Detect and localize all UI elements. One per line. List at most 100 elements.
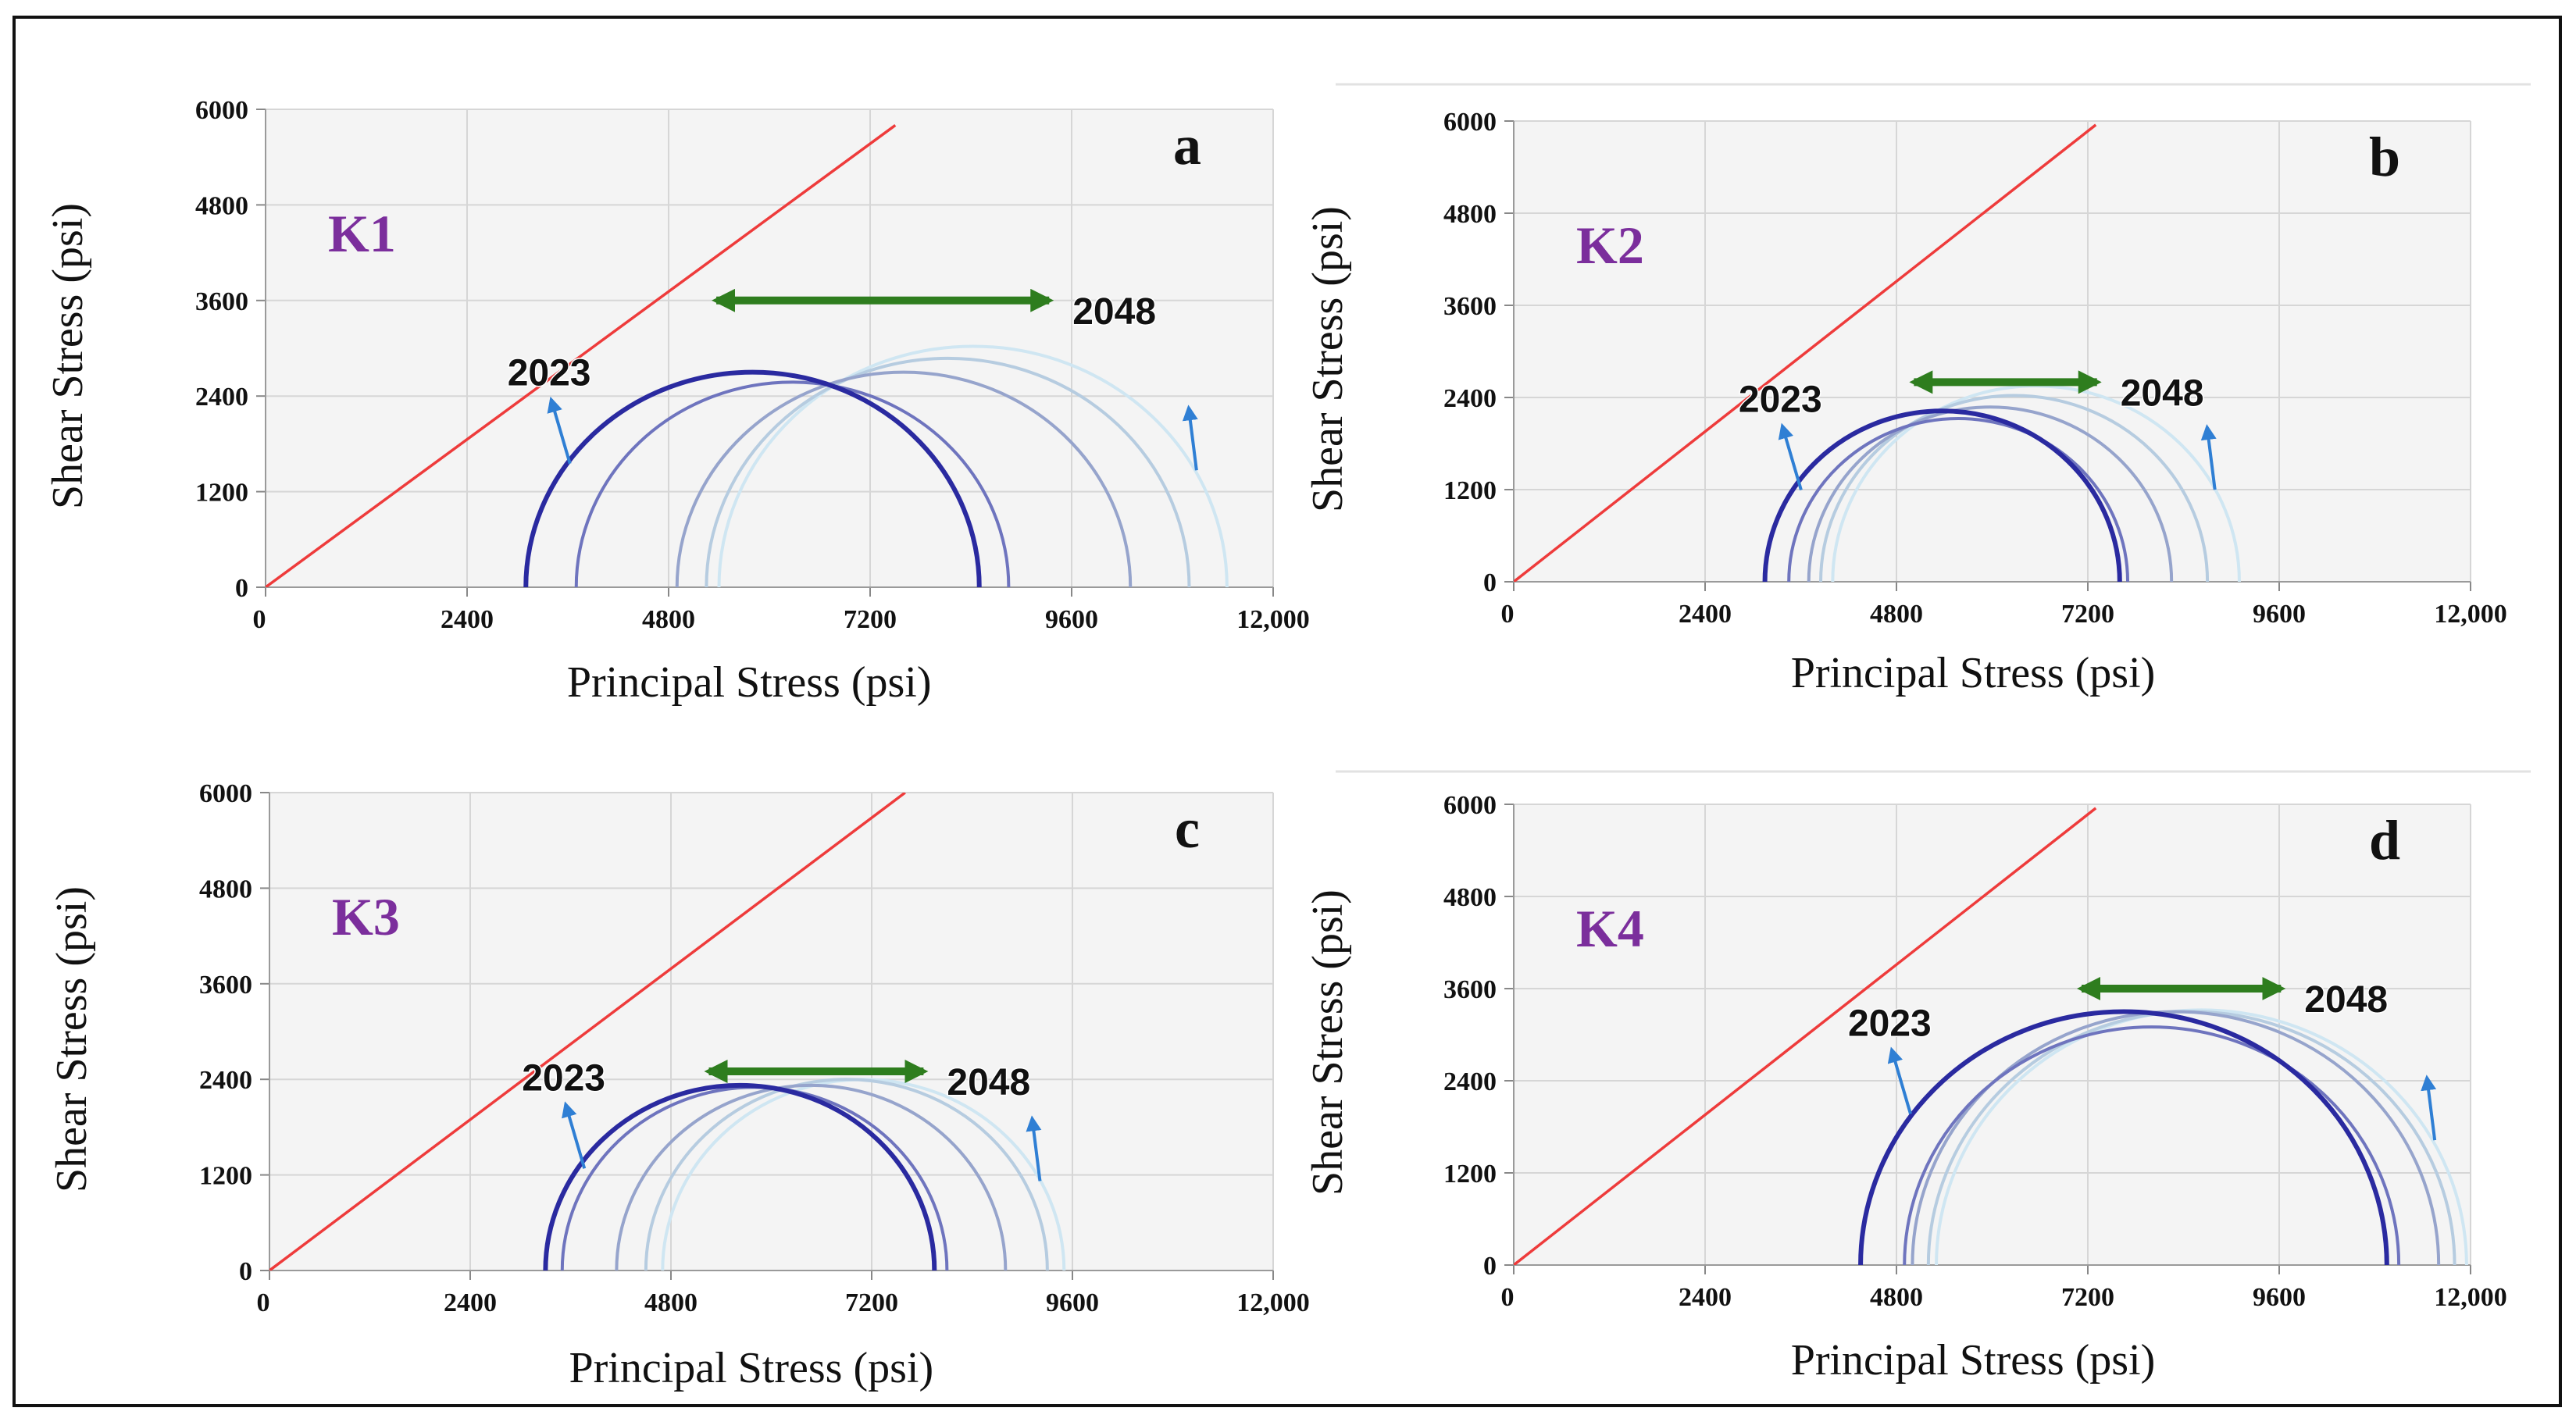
mohr-circles-d [1514,807,2468,1265]
y-axis-title-a: Shear Stress (psi) [44,203,92,509]
year-label-start-a: 2023 [508,353,591,394]
x-axis-title-a: Principal Stress (psi) [567,658,932,707]
mohr-circle-a-1 [523,369,982,587]
panel-a: 0 2400 4800 7200 9600 12,000 0 1200 2400 3600 4800… [44,96,1310,707]
y-tick-label-a: 0 [235,574,248,603]
y-tick-label-a: 1200 [195,479,248,508]
x-axis-title-d: Principal Stress (psi) [1791,1336,2156,1385]
x-tick-label-d: 7200 [2061,1283,2114,1312]
y-axis-title-d: Shear Stress (psi) [1304,889,1352,1196]
x-tick-label-a: 4800 [642,605,695,634]
y-tick-label-d: 0 [1483,1252,1497,1281]
x-tick-label-c: 4800 [644,1288,698,1317]
plot-area-d [1514,804,2471,1265]
y-tick-label-d: 3600 [1443,975,1497,1004]
year-label-end-b: 2048 [2121,372,2204,414]
y-tick-label-a: 4800 [195,191,248,220]
y-tick-label-c: 1200 [199,1162,252,1191]
y-tick-label-b: 4800 [1443,200,1497,229]
year-label-start-c: 2023 [522,1057,605,1099]
panel-b: 0 2400 4800 7200 9600 12,000 0 1200 2400 3600 4800… [1304,108,2507,697]
x-tick-label-a: 7200 [844,605,897,634]
panel-letter-b: b [2369,126,2400,188]
plot-area-c [269,793,1273,1271]
year-pointer-2048-a [1182,405,1198,471]
failure-envelope-b [1514,123,2097,582]
x-tick-label-b: 7200 [2061,600,2114,629]
x-tick-label-a: 2400 [441,605,494,634]
year-label-end-d: 2048 [2304,979,2388,1021]
x-tick-label-d: 0 [1501,1283,1515,1312]
year-label-start-d: 2023 [1848,1003,1932,1044]
y-tick-label-d: 4800 [1443,883,1497,912]
plot-area-a [266,109,1273,587]
y-tick-label-a: 3600 [195,287,248,316]
y-axis-title-b: Shear Stress (psi) [1304,206,1352,512]
year-label-end-c: 2048 [947,1062,1030,1103]
mohr-circle-a-2 [574,380,1011,587]
y-axis-title-c: Shear Stress (psi) [48,886,96,1192]
y-tick-label-d: 6000 [1443,791,1497,820]
well-name-label-b: K2 [1576,216,1644,275]
mohr-circle-d-5 [1935,1008,2468,1265]
x-tick-label-c: 2400 [444,1288,497,1317]
failure-envelope-a [266,123,897,587]
plot-area-b [1514,121,2471,582]
x-tick-label-a: 12,000 [1236,605,1310,634]
failure-envelope-c [269,793,906,1271]
panel-letter-c: c [1175,797,1200,860]
year-pointer-2048-c [1026,1115,1042,1181]
y-tick-label-b: 6000 [1443,108,1497,137]
x-tick-label-a: 9600 [1045,605,1098,634]
x-axis-title-b: Principal Stress (psi) [1791,649,2156,697]
y-tick-label-a: 2400 [195,383,248,412]
y-tick-label-c: 6000 [199,779,252,808]
x-axis-title-c: Principal Stress (psi) [569,1344,933,1392]
mohr-circle-a-3 [675,370,1133,587]
x-tick-label-b: 4800 [1870,600,1923,629]
year-pointer-2023-b [1778,422,1803,491]
year-label-start-b: 2023 [1739,379,1822,420]
x-tick-label-d: 4800 [1870,1283,1923,1312]
mohr-circle-b-2 [1787,417,2130,582]
well-name-label-a: K1 [328,204,396,263]
y-tick-label-a: 6000 [195,96,248,125]
x-tick-label-b: 12,000 [2434,600,2507,629]
y-tick-label-b: 2400 [1443,384,1497,413]
year-pointer-2048-d [2421,1075,2437,1141]
mohr-circle-a-5 [717,344,1229,587]
mohr-circle-c-3 [615,1084,1008,1271]
panel-c: 0 2400 4800 7200 9600 12,000 0 1200 2400 3600 4800… [48,779,1310,1392]
x-tick-label-b: 9600 [2253,600,2306,629]
mohr-circle-c-1 [543,1083,937,1271]
year-pointer-2023-d [1887,1046,1912,1114]
mohr-circle-b-1 [1762,408,2122,582]
x-tick-label-b: 2400 [1679,600,1732,629]
x-tick-label-b: 0 [1501,600,1515,629]
panel-letter-a: a [1173,114,1201,176]
y-tick-label-c: 3600 [199,971,252,1000]
y-tick-label-d: 2400 [1443,1067,1497,1096]
year-pointer-2023-a [547,396,572,465]
mohr-circle-d-1 [1858,1009,2389,1265]
x-tick-label-d: 2400 [1679,1283,1732,1312]
y-tick-label-c: 4800 [199,875,252,903]
x-tick-label-c: 0 [257,1288,270,1317]
y-tick-label-c: 2400 [199,1066,252,1095]
mohr-circle-b-4 [1819,394,2210,582]
year-pointer-2048-b [2200,424,2217,490]
year-label-end-a: 2048 [1072,291,1156,333]
mohr-circle-d-2 [1903,1025,2401,1265]
panel-letter-d: d [2369,809,2400,871]
x-tick-label-c: 9600 [1046,1288,1099,1317]
mohr-circles-a [266,123,1229,587]
x-tick-label-d: 12,000 [2434,1283,2507,1312]
year-pointer-2023-c [562,1101,587,1169]
y-tick-label-b: 1200 [1443,476,1497,505]
x-tick-label-c: 12,000 [1236,1288,1310,1317]
x-tick-label-c: 7200 [845,1288,898,1317]
failure-envelope-d [1514,807,2097,1265]
panel-d: 0 2400 4800 7200 9600 12,000 0 1200 2400 3600 4800… [1304,791,2507,1385]
figure-frame [12,16,2562,1407]
